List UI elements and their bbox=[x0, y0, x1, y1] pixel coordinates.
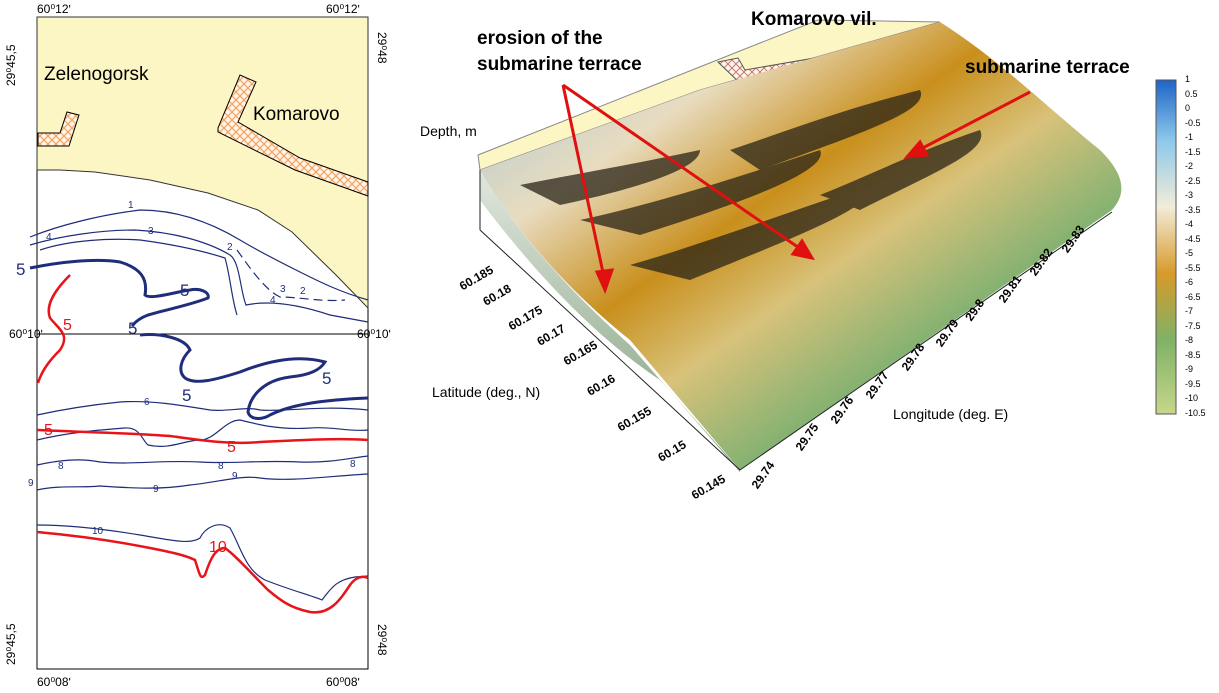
svg-text:5: 5 bbox=[182, 386, 191, 405]
coord-right-bottom-vertical: 29⁰48 bbox=[375, 624, 389, 656]
depth-legend-value: -1 bbox=[1185, 132, 1194, 143]
svg-text:5: 5 bbox=[180, 281, 189, 300]
svg-text:5: 5 bbox=[44, 422, 53, 439]
svg-text:5: 5 bbox=[128, 319, 137, 338]
svg-text:3: 3 bbox=[148, 226, 154, 237]
depth-legend-value: -7 bbox=[1185, 306, 1194, 317]
lon-axis-label: Longitude (deg. E) bbox=[893, 406, 1009, 422]
depth-legend-value: -5.5 bbox=[1185, 262, 1201, 273]
svg-text:9: 9 bbox=[232, 471, 238, 482]
svg-text:2: 2 bbox=[227, 242, 233, 253]
svg-text:9: 9 bbox=[28, 478, 34, 489]
svg-text:8: 8 bbox=[350, 459, 356, 470]
svg-text:10: 10 bbox=[92, 526, 104, 537]
annotation-erosion-text: erosion of the submarine terrace bbox=[477, 28, 642, 75]
depth-legend-value: -3 bbox=[1185, 190, 1194, 201]
depth-legend-value: -10.5 bbox=[1185, 408, 1206, 418]
depth-legend-value: -6 bbox=[1185, 277, 1194, 288]
depth-legend-value: -4 bbox=[1185, 219, 1194, 230]
svg-text:8: 8 bbox=[58, 461, 64, 472]
place-zelenogorsk: Zelenogorsk bbox=[44, 64, 149, 85]
svg-text:5: 5 bbox=[322, 369, 331, 388]
depth-legend-value: -6.5 bbox=[1185, 291, 1201, 302]
z-axis-label: Depth, m bbox=[420, 123, 477, 139]
coord-right-top-vertical: 29⁰48 bbox=[375, 32, 389, 64]
relief-3d-surface bbox=[477, 19, 1122, 472]
svg-text:5: 5 bbox=[63, 317, 72, 334]
depth-legend-value: 0 bbox=[1185, 103, 1191, 114]
map-frame-bottom bbox=[36, 333, 369, 670]
depth-color-legend bbox=[1155, 79, 1177, 415]
lat-axis-label: Latitude (deg., N) bbox=[432, 384, 541, 400]
depth-legend-value: -9.5 bbox=[1185, 378, 1201, 389]
depth-legend-value: -2.5 bbox=[1185, 175, 1201, 186]
annotation-erosion: erosion of the submarine terrace bbox=[477, 26, 667, 78]
land-area bbox=[36, 16, 369, 310]
depth-legend-value: -8 bbox=[1185, 335, 1194, 346]
svg-text:4: 4 bbox=[46, 232, 52, 243]
depth-legend-value: -0.5 bbox=[1185, 117, 1201, 128]
coord-bottom-right: 60⁰08ʹ bbox=[326, 675, 360, 689]
coord-top-right: 60⁰12ʹ bbox=[326, 2, 360, 16]
coord-mid-left: 60⁰10ʹ bbox=[9, 327, 43, 341]
depth-legend-value: -8.5 bbox=[1185, 349, 1201, 360]
depth-legend-value: -1.5 bbox=[1185, 146, 1201, 157]
depth-legend-value: -2 bbox=[1185, 161, 1194, 172]
depth-legend-value: -4.5 bbox=[1185, 233, 1201, 244]
coord-left-bottom-vertical: 29⁰45,5 bbox=[4, 623, 18, 665]
svg-text:9: 9 bbox=[153, 484, 159, 495]
coord-left-top-vertical: 29⁰45,5 bbox=[4, 44, 18, 86]
svg-text:2: 2 bbox=[300, 286, 306, 297]
coord-mid-right: 60⁰10ʹ bbox=[357, 327, 391, 341]
relief-place-komarovo-vil: Komarovo vil. bbox=[751, 9, 877, 30]
svg-text:1: 1 bbox=[128, 200, 134, 211]
place-komarovo: Komarovo bbox=[253, 104, 340, 125]
zelenogorsk-urban-area bbox=[37, 111, 80, 147]
depth-legend-value: -7.5 bbox=[1185, 320, 1201, 331]
bathymetric-map: 1 3 4 2 3 2 4 6 8 8 8 9 9 9 10 5 5 5 5 5… bbox=[16, 16, 369, 670]
depth-legend-value: 1 bbox=[1185, 74, 1191, 84]
svg-text:10: 10 bbox=[209, 539, 227, 556]
depth-legend-value: -10 bbox=[1185, 393, 1199, 404]
depth-legend-value: -3.5 bbox=[1185, 204, 1201, 215]
svg-text:8: 8 bbox=[218, 461, 224, 472]
svg-text:3: 3 bbox=[280, 284, 286, 295]
svg-text:4: 4 bbox=[270, 295, 276, 306]
komarovo-urban-area bbox=[217, 74, 369, 197]
coord-bottom-left: 60⁰08ʹ bbox=[37, 675, 71, 689]
depth-legend-value: 0.5 bbox=[1185, 88, 1198, 99]
annotation-submarine-terrace: submarine terrace bbox=[965, 57, 1130, 78]
depth-legend-value: -5 bbox=[1185, 248, 1194, 259]
depth-legend-value: -9 bbox=[1185, 364, 1194, 375]
svg-text:5: 5 bbox=[16, 260, 25, 279]
svg-text:6: 6 bbox=[144, 397, 150, 408]
svg-text:5: 5 bbox=[227, 439, 236, 456]
coord-top-left: 60⁰12ʹ bbox=[37, 2, 71, 16]
relief-front-face bbox=[480, 170, 740, 472]
